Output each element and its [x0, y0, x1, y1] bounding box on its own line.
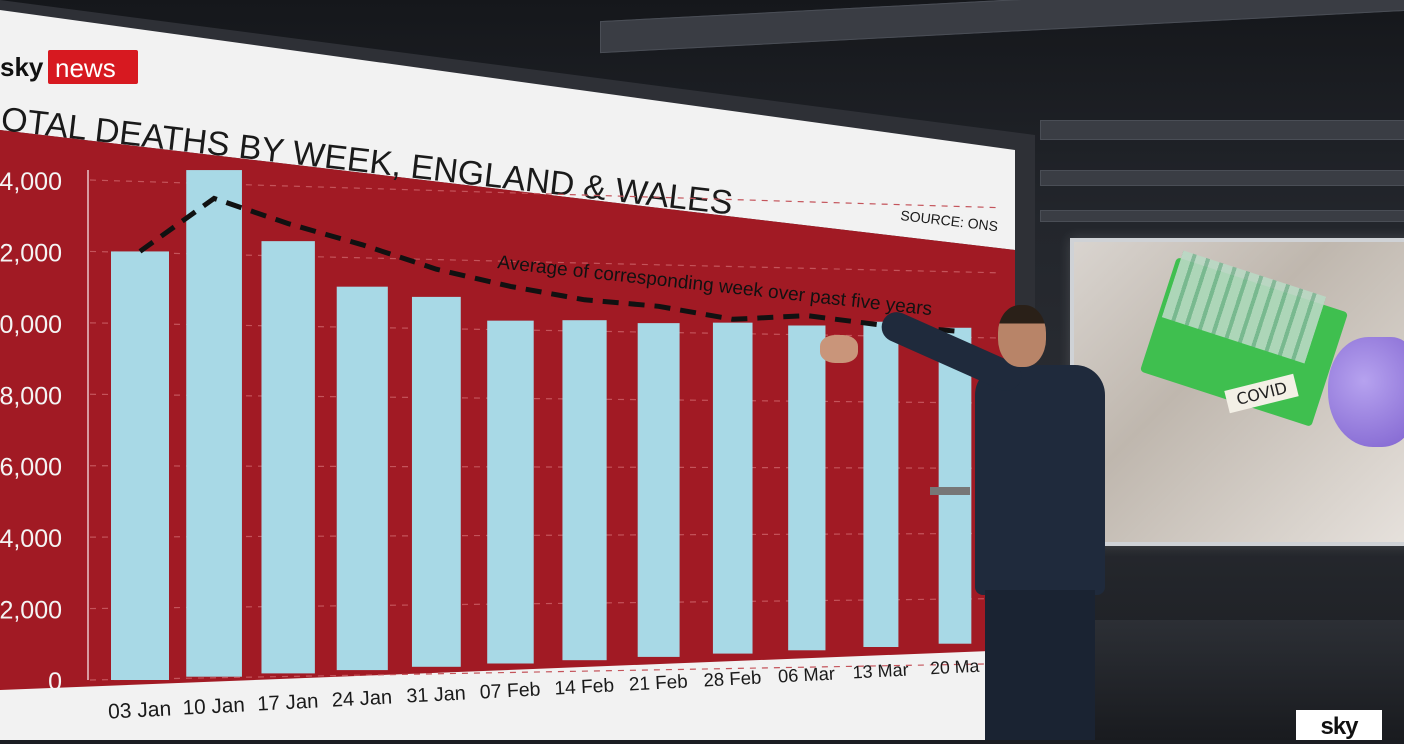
side-video-screen: COVID	[1070, 238, 1404, 546]
bar	[938, 327, 972, 644]
x-tick-label: 06 Mar	[778, 663, 836, 687]
gloved-hand	[1328, 337, 1404, 447]
presenter-hand	[820, 335, 858, 363]
x-axis-panel	[0, 650, 1015, 740]
x-tick-label: 24 Jan	[331, 686, 392, 711]
gridline	[89, 393, 1001, 404]
sky-corner-logo: sky	[1296, 710, 1382, 740]
y-tick-label: 4,000	[0, 525, 62, 553]
average-line	[138, 195, 956, 334]
bar	[111, 251, 169, 680]
x-tick-label: 14 Feb	[554, 675, 615, 699]
presenter-head	[998, 305, 1046, 367]
presenter	[820, 305, 1120, 740]
bars	[111, 170, 972, 680]
x-tick-label: 21 Feb	[628, 671, 688, 695]
bar	[411, 296, 461, 667]
bar	[562, 320, 607, 661]
logo-sky-text: sky	[0, 52, 44, 82]
y-tick-label: 0	[48, 668, 62, 696]
bar	[261, 241, 315, 674]
bar	[637, 323, 680, 657]
presenter-torso	[975, 365, 1105, 595]
y-tick-label: 2,000	[0, 597, 62, 625]
ceiling-beam	[1040, 210, 1404, 222]
bar	[186, 170, 242, 677]
x-tick-label: 03 Jan	[108, 697, 172, 723]
x-tick-label: 20 Ma	[930, 656, 980, 679]
ceiling-beam	[1040, 170, 1404, 186]
bar	[487, 320, 534, 664]
x-tick-label: 31 Jan	[406, 682, 466, 707]
y-axis-ticks: ,4,000 2,000 0,000 8,000 6,000 4,000 2,000 0	[0, 168, 62, 696]
sky-news-logo: sky news	[0, 50, 138, 84]
y-tick-label: 0,000	[0, 311, 62, 339]
bar	[863, 321, 899, 647]
presenter-tablet	[930, 487, 970, 495]
x-tick-label: 28 Feb	[703, 667, 762, 691]
x-tick-label: 07 Feb	[479, 678, 541, 703]
x-axis-labels: 03 Jan 10 Jan 17 Jan 24 Jan 31 Jan 07 Feb 14 F…	[108, 656, 980, 724]
bar	[336, 286, 388, 671]
gridline	[89, 597, 1001, 610]
bar	[712, 322, 753, 654]
y-tick-label: 2,000	[0, 239, 62, 267]
presenter-legs	[985, 590, 1095, 740]
gridline	[89, 663, 1001, 681]
y-tick-label: 8,000	[0, 382, 62, 410]
y-tick-label: ,4,000	[0, 168, 62, 196]
title-panel	[0, 10, 1015, 250]
x-tick-label: 13 Mar	[852, 660, 909, 683]
x-tick-label: 17 Jan	[257, 690, 319, 715]
logo-news-text: news	[55, 53, 116, 83]
gridline	[89, 532, 1001, 538]
y-tick-label: 6,000	[0, 454, 62, 482]
gridline	[89, 250, 1001, 274]
ceiling-beam	[1040, 120, 1404, 140]
x-tick-label: 10 Jan	[182, 693, 245, 719]
bar	[788, 325, 826, 651]
gridline	[89, 465, 1001, 469]
logo-news-box	[48, 50, 138, 84]
gridline	[89, 179, 1001, 209]
